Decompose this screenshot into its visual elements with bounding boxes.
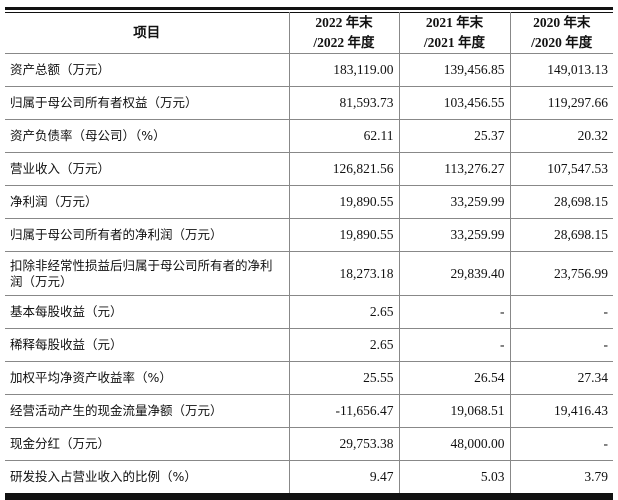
header-line1: 2022 年末 bbox=[315, 15, 373, 30]
cell-value: 25.55 bbox=[288, 361, 400, 395]
cell-value: 20.32 bbox=[509, 119, 613, 153]
table-row: 资产负债率（母公司）（%） 62.11 25.37 20.32 bbox=[5, 119, 613, 153]
table-row: 经营活动产生的现金流量净额（万元） -11,656.47 19,068.51 19,4… bbox=[5, 394, 613, 428]
table-row: 研发投入占营业收入的比例（%） 9.47 5.03 3.79 bbox=[5, 460, 613, 495]
row-label: 净利润（万元） bbox=[5, 185, 290, 219]
bottom-rule bbox=[5, 494, 613, 500]
header-line2: /2022 年度 bbox=[313, 35, 375, 50]
table-row: 归属于母公司所有者的净利润（万元） 19,890.55 33,259.99 28,69… bbox=[5, 218, 613, 252]
row-label: 归属于母公司所有者权益（万元） bbox=[5, 86, 290, 120]
cell-value: 28,698.15 bbox=[509, 218, 613, 252]
header-line1: 2021 年末 bbox=[425, 15, 484, 30]
cell-value: -11,656.47 bbox=[288, 394, 400, 428]
row-label: 资产负债率（母公司）（%） bbox=[5, 119, 290, 153]
header-2020: 2020 年末/2020 年度 bbox=[509, 12, 613, 54]
cell-value: 25.37 bbox=[398, 119, 511, 153]
table-row: 稀释每股收益（元） 2.65- - bbox=[5, 328, 613, 362]
cell-value: 29,753.38 bbox=[288, 427, 400, 461]
cell-value: 19,890.55 bbox=[288, 218, 400, 252]
cell-value: 139,456.85 bbox=[398, 53, 511, 87]
row-label: 研发投入占营业收入的比例（%） bbox=[5, 460, 290, 495]
row-label: 稀释每股收益（元） bbox=[5, 328, 290, 362]
cell-value: 126,821.56 bbox=[288, 152, 400, 186]
cell-value: - bbox=[509, 427, 613, 461]
header-text: 项目 bbox=[133, 25, 161, 40]
header-line2: /2021 年度 bbox=[423, 35, 486, 50]
cell-value: 27.34 bbox=[509, 361, 613, 395]
cell-value: - bbox=[509, 328, 613, 362]
table-row: 资产总额（万元） 183,119.00 139,456.85 149,013.13 bbox=[5, 53, 613, 87]
financial-table-container: 项目 2022 年末/2022 年度 2021 年末/2021 年度 2020 … bbox=[5, 7, 613, 500]
cell-value: 2.65 bbox=[288, 295, 400, 329]
row-label: 扣除非经常性损益后归属于母公司所有者的净利润（万元） bbox=[5, 251, 290, 296]
row-label: 基本每股收益（元） bbox=[5, 295, 290, 329]
cell-value: 33,259.99 bbox=[398, 185, 511, 219]
cell-value: 149,013.13 bbox=[509, 53, 613, 87]
cell-value: 48,000.00 bbox=[398, 427, 511, 461]
row-label: 营业收入（万元） bbox=[5, 152, 290, 186]
cell-value: 113,276.27 bbox=[398, 152, 511, 186]
table-row: 营业收入（万元） 126,821.56 113,276.27 107,547.53 bbox=[5, 152, 613, 186]
row-label: 归属于母公司所有者的净利润（万元） bbox=[5, 218, 290, 252]
cell-value: 183,119.00 bbox=[288, 53, 400, 87]
table-row: 加权平均净资产收益率（%） 25.55 26.54 27.34 bbox=[5, 361, 613, 395]
header-line2: /2020 年度 bbox=[531, 35, 593, 50]
cell-value: - bbox=[398, 328, 511, 362]
table-row: 扣除非经常性损益后归属于母公司所有者的净利润（万元） 18,273.18 29,83… bbox=[5, 251, 613, 296]
cell-value: 5.03 bbox=[398, 460, 511, 495]
cell-value: 19,068.51 bbox=[398, 394, 511, 428]
header-line1: 2020 年末 bbox=[533, 15, 591, 30]
cell-value: 107,547.53 bbox=[509, 152, 613, 186]
table-row: 净利润（万元） 19,890.55 33,259.99 28,698.15 bbox=[5, 185, 613, 219]
cell-value: - bbox=[509, 295, 613, 329]
cell-value: 19,416.43 bbox=[509, 394, 613, 428]
cell-value: 33,259.99 bbox=[398, 218, 511, 252]
cell-value: - bbox=[398, 295, 511, 329]
row-label: 经营活动产生的现金流量净额（万元） bbox=[5, 394, 290, 428]
table-row: 现金分红（万元） 29,753.38 48,000.00- bbox=[5, 427, 613, 461]
cell-value: 29,839.40 bbox=[398, 251, 511, 296]
cell-value: 119,297.66 bbox=[509, 86, 613, 120]
cell-value: 19,890.55 bbox=[288, 185, 400, 219]
row-label: 现金分红（万元） bbox=[5, 427, 290, 461]
table-body: 资产总额（万元） 183,119.00 139,456.85 149,013.13 归属… bbox=[5, 53, 613, 495]
cell-value: 103,456.55 bbox=[398, 86, 511, 120]
table-row: 基本每股收益（元） 2.65- - bbox=[5, 295, 613, 329]
cell-value: 3.79 bbox=[509, 460, 613, 495]
table-row: 归属于母公司所有者权益（万元） 81,593.73 103,456.55 119,29… bbox=[5, 86, 613, 120]
header-row: 项目 2022 年末/2022 年度 2021 年末/2021 年度 2020 … bbox=[5, 12, 613, 54]
cell-value: 62.11 bbox=[288, 119, 400, 153]
cell-value: 18,273.18 bbox=[288, 251, 400, 296]
row-label: 资产总额（万元） bbox=[5, 53, 290, 87]
cell-value: 28,698.15 bbox=[509, 185, 613, 219]
financial-summary-table: 项目 2022 年末/2022 年度 2021 年末/2021 年度 2020 … bbox=[5, 12, 613, 495]
header-item: 项目 bbox=[5, 12, 290, 54]
cell-value: 26.54 bbox=[398, 361, 511, 395]
top-rule bbox=[5, 7, 613, 10]
header-2022: 2022 年末/2022 年度 bbox=[288, 12, 400, 54]
header-2021: 2021 年末/2021 年度 bbox=[398, 12, 511, 54]
cell-value: 23,756.99 bbox=[509, 251, 613, 296]
cell-value: 9.47 bbox=[288, 460, 400, 495]
cell-value: 2.65 bbox=[288, 328, 400, 362]
cell-value: 81,593.73 bbox=[288, 86, 400, 120]
row-label: 加权平均净资产收益率（%） bbox=[5, 361, 290, 395]
